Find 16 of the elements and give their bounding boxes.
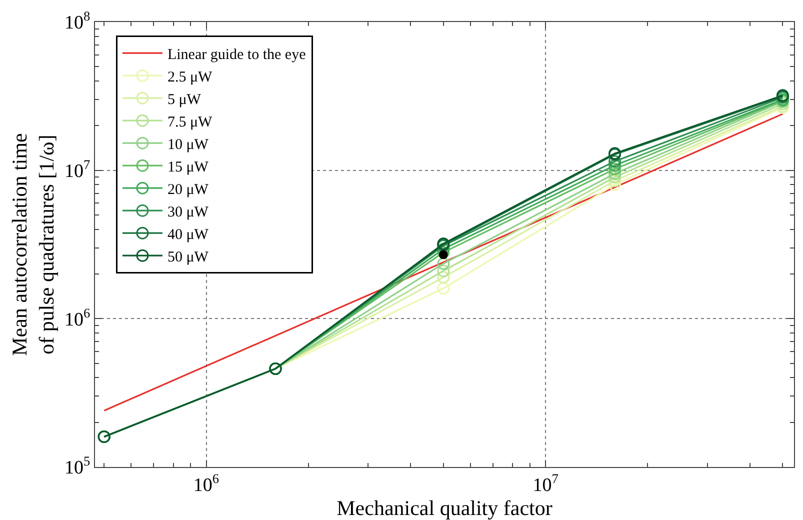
x-axis-title: Mechanical quality factor xyxy=(336,496,552,520)
legend-label: 50 μW xyxy=(167,249,210,266)
legend-label: Linear guide to the eye xyxy=(167,46,306,63)
legend-label: 7.5 μW xyxy=(167,114,214,130)
y-tick-label: 10$^{8}$ xyxy=(64,8,91,34)
y-tick-label: 10$^{6}$ xyxy=(64,305,91,330)
legend-label: 15 μW xyxy=(167,159,210,176)
y-axis-title: Mean autocorrelation time of pulse quadratures [1/ω] xyxy=(7,133,59,356)
legend-label: 30 μW xyxy=(167,204,210,220)
legend-label: 2.5 μW xyxy=(167,69,214,86)
legend-label: 40 μW xyxy=(167,226,210,243)
legend-label: 5 μW xyxy=(167,92,202,108)
y-tick-label: 10$^{7}$ xyxy=(64,157,91,182)
legend-label: 20 μW xyxy=(167,182,210,198)
y-tick-label: 10$^{5}$ xyxy=(64,454,91,479)
legend-label: 10 μW xyxy=(167,136,210,153)
